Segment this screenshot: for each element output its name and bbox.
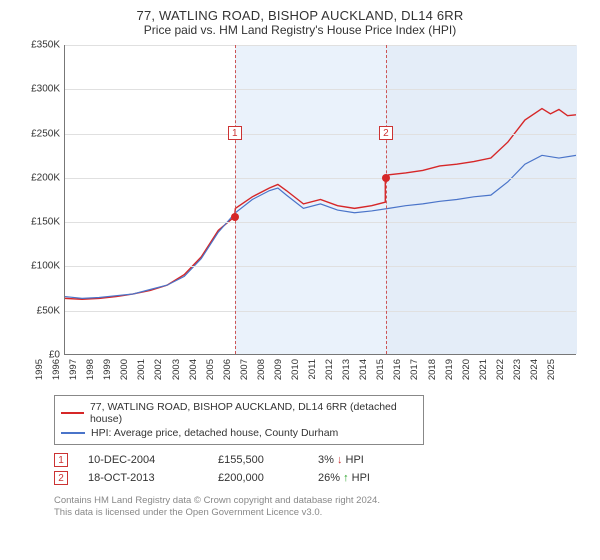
y-tick-label: £250K — [20, 128, 60, 139]
chart-area: £0£50K£100K£150K£200K£250K£300K£350K 12 … — [20, 41, 580, 391]
sale-date: 10-DEC-2004 — [88, 454, 198, 466]
sale-date: 18-OCT-2013 — [88, 472, 198, 484]
sale-price: £200,000 — [218, 472, 298, 484]
series-blue — [65, 155, 576, 298]
sale-pct: 3% ↓ HPI — [318, 454, 408, 466]
gridline — [65, 266, 576, 267]
gridline — [65, 45, 576, 46]
sale-pct: 26% ↑ HPI — [318, 472, 408, 484]
sale-split-line — [235, 45, 236, 354]
sale-dot-2 — [382, 174, 390, 182]
legend: 77, WATLING ROAD, BISHOP AUCKLAND, DL14 … — [54, 395, 424, 445]
legend-item-red: 77, WATLING ROAD, BISHOP AUCKLAND, DL14 … — [61, 400, 417, 426]
y-tick-label: £200K — [20, 172, 60, 183]
sale-index-2: 2 — [54, 471, 68, 485]
sale-split-line — [386, 45, 387, 354]
gridline — [65, 311, 576, 312]
legend-swatch-red — [61, 412, 84, 414]
x-tick-label: 2025 — [546, 359, 600, 380]
arrow-down-icon: ↓ — [337, 454, 343, 466]
attribution: Contains HM Land Registry data © Crown c… — [54, 495, 580, 520]
y-tick-label: £100K — [20, 261, 60, 272]
sale-marker-1: 1 — [228, 126, 242, 140]
sale-row-1: 1 10-DEC-2004 £155,500 3% ↓ HPI — [54, 451, 590, 469]
gridline — [65, 134, 576, 135]
attribution-line2: This data is licensed under the Open Gov… — [54, 507, 580, 519]
chart-subtitle: Price paid vs. HM Land Registry's House … — [10, 23, 590, 37]
gridline — [65, 89, 576, 90]
y-tick-label: £350K — [20, 40, 60, 51]
chart-title: 77, WATLING ROAD, BISHOP AUCKLAND, DL14 … — [10, 8, 590, 23]
legend-label-red: 77, WATLING ROAD, BISHOP AUCKLAND, DL14 … — [90, 401, 417, 425]
attribution-line1: Contains HM Land Registry data © Crown c… — [54, 495, 580, 507]
gridline — [65, 178, 576, 179]
plot-region: 12 — [64, 45, 576, 355]
legend-label-blue: HPI: Average price, detached house, Coun… — [91, 427, 338, 439]
legend-item-blue: HPI: Average price, detached house, Coun… — [61, 426, 417, 440]
legend-swatch-blue — [61, 432, 85, 434]
gridline — [65, 222, 576, 223]
sale-dot-1 — [231, 213, 239, 221]
arrow-up-icon: ↑ — [343, 472, 349, 484]
sale-row-2: 2 18-OCT-2013 £200,000 26% ↑ HPI — [54, 469, 590, 487]
y-tick-label: £150K — [20, 217, 60, 228]
sale-marker-2: 2 — [379, 126, 393, 140]
y-tick-label: £300K — [20, 84, 60, 95]
sale-price: £155,500 — [218, 454, 298, 466]
sale-index-1: 1 — [54, 453, 68, 467]
y-tick-label: £50K — [20, 305, 60, 316]
